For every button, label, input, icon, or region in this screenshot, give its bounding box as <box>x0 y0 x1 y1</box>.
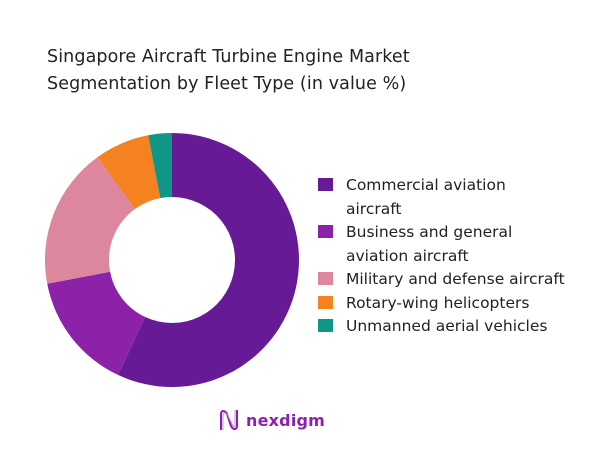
legend-item-uav: Unmanned aerial vehicles <box>318 315 598 339</box>
brand-name: nexdigm <box>246 410 326 430</box>
legend-swatch <box>318 295 333 309</box>
chart-title-line-1: Singapore Aircraft Turbine Engine Market <box>47 47 410 67</box>
brand-logo: nexdigm <box>218 408 325 432</box>
legend-label: Rotary-wing helicopters <box>346 293 530 312</box>
chart-legend: Commercial aviation aircraft Business an… <box>318 174 598 339</box>
donut-slice-5 <box>148 133 172 199</box>
legend-label: Unmanned aerial vehicles <box>346 317 548 335</box>
legend-item-military: Military and defense aircraft <box>318 268 598 292</box>
legend-label: aviation aircraft <box>346 246 469 265</box>
donut-slice-1 <box>117 133 300 388</box>
legend-swatch <box>318 178 333 191</box>
legend-label: Commercial aviation <box>346 176 506 194</box>
donut-slice-4 <box>97 135 161 210</box>
legend-item-commercial: Commercial aviation aircraft <box>318 174 598 221</box>
legend-swatch <box>318 272 333 285</box>
legend-item-rotary: Rotary-wing helicopters <box>318 292 598 316</box>
donut-slices <box>44 133 300 388</box>
legend-label: Business and general <box>346 223 513 241</box>
legend-label: aircraft <box>346 199 402 218</box>
chart-title: Singapore Aircraft Turbine Engine Market… <box>47 44 567 98</box>
donut-slice-2 <box>47 271 146 375</box>
chart-title-line-2: Segmentation by Fleet Type (in value %) <box>47 74 407 94</box>
nexdigm-wave-logo-icon <box>220 410 238 430</box>
legend-swatch <box>318 319 333 332</box>
donut-slice-3 <box>44 157 135 284</box>
legend-item-business: Business and general aviation aircraft <box>318 221 598 268</box>
legend-label: Military and defense aircraft <box>346 270 565 288</box>
legend-swatch <box>318 225 333 238</box>
